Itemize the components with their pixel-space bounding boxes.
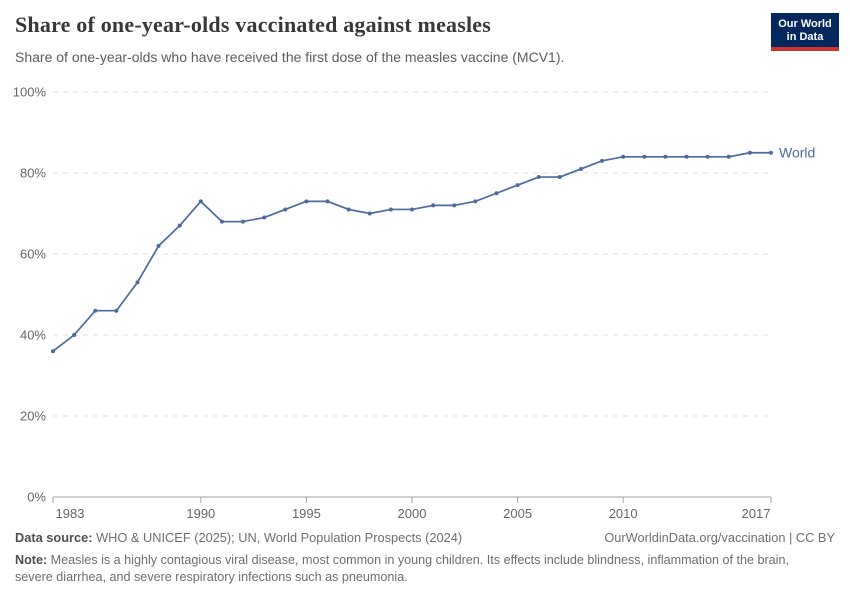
data-point[interactable] (346, 207, 351, 212)
y-tick-label: 40% (20, 328, 46, 343)
data-point[interactable] (72, 333, 77, 337)
data-point[interactable] (536, 175, 541, 180)
owid-logo-red-bar (771, 47, 839, 51)
x-tick-label: 1995 (292, 506, 321, 521)
license-link[interactable]: OurWorldinData.org/vaccination | CC BY (604, 530, 835, 545)
data-point[interactable] (769, 150, 773, 155)
data-source: Data source: WHO & UNICEF (2025); UN, Wo… (15, 530, 462, 545)
owid-logo-line1: Our World (778, 17, 832, 30)
data-point[interactable] (304, 199, 309, 204)
x-tick-label: 1983 (56, 506, 85, 521)
data-point[interactable] (114, 308, 119, 313)
data-point[interactable] (663, 154, 668, 159)
data-point[interactable] (367, 211, 372, 216)
data-point[interactable] (93, 308, 98, 313)
x-tick-label: 2000 (398, 506, 427, 521)
data-point[interactable] (557, 175, 562, 180)
note-label: Note: (15, 553, 48, 567)
data-point[interactable] (325, 199, 330, 204)
y-tick-label: 80% (20, 166, 46, 181)
owid-logo-line2: in Data (786, 30, 824, 43)
x-tick-label: 2010 (609, 506, 638, 521)
data-point[interactable] (684, 154, 689, 159)
chart-subtitle: Share of one-year-olds who have received… (15, 49, 565, 65)
x-tick-label: 2005 (503, 506, 532, 521)
data-point[interactable] (51, 349, 55, 354)
y-tick-label: 60% (20, 247, 46, 262)
data-point[interactable] (198, 199, 203, 204)
data-point[interactable] (726, 154, 731, 159)
data-point[interactable] (135, 280, 140, 285)
note-text: Measles is a highly contagious viral dis… (15, 553, 789, 585)
data-line[interactable] (52, 151, 771, 352)
data-point[interactable] (262, 215, 267, 220)
y-tick-label: 100% (13, 85, 47, 100)
series-end-label[interactable]: World (779, 144, 815, 160)
line-chart[interactable]: 0% 20% 40% 60% 80% 100% 1983 1990 1995 2000 2005 20… (0, 0, 850, 528)
data-point[interactable] (241, 219, 246, 224)
data-point[interactable] (177, 223, 182, 228)
data-point[interactable] (283, 207, 288, 212)
data-point[interactable] (515, 183, 520, 188)
data-point[interactable] (642, 154, 647, 159)
data-point[interactable] (578, 166, 583, 171)
data-point[interactable] (431, 203, 436, 208)
data-point[interactable] (452, 203, 457, 208)
data-point[interactable] (473, 199, 478, 204)
data-point[interactable] (621, 154, 626, 159)
x-tick-label: 2017 (742, 506, 771, 521)
data-source-text: WHO & UNICEF (2025); UN, World Populatio… (92, 530, 463, 545)
data-point[interactable] (410, 207, 414, 212)
data-point[interactable] (156, 243, 161, 248)
data-point[interactable] (600, 158, 605, 163)
owid-logo[interactable]: Our World in Data (771, 13, 839, 51)
x-tick-label: 1990 (186, 506, 215, 521)
data-source-label: Data source: (15, 530, 93, 545)
data-point[interactable] (705, 154, 710, 159)
data-point[interactable] (219, 219, 224, 224)
owid-logo-text: Our World in Data (771, 13, 839, 47)
data-point[interactable] (747, 150, 752, 155)
y-tick-label: 0% (27, 490, 46, 505)
chart-note: Note: Measles is a highly contagious vir… (15, 552, 817, 587)
y-tick-label: 20% (20, 409, 46, 424)
data-point[interactable] (494, 191, 499, 196)
data-point[interactable] (388, 207, 393, 212)
page-title: Share of one-year-olds vaccinated agains… (15, 12, 492, 37)
